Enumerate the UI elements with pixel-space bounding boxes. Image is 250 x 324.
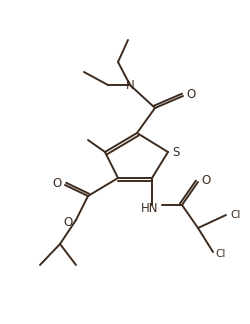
Text: O: O xyxy=(63,215,72,228)
Text: N: N xyxy=(125,78,134,91)
Text: Cl: Cl xyxy=(215,249,225,259)
Text: S: S xyxy=(172,145,179,158)
Text: O: O xyxy=(52,177,62,190)
Text: O: O xyxy=(200,173,210,187)
Text: O: O xyxy=(186,87,195,100)
Text: Cl: Cl xyxy=(230,210,240,220)
Text: HN: HN xyxy=(141,202,158,215)
